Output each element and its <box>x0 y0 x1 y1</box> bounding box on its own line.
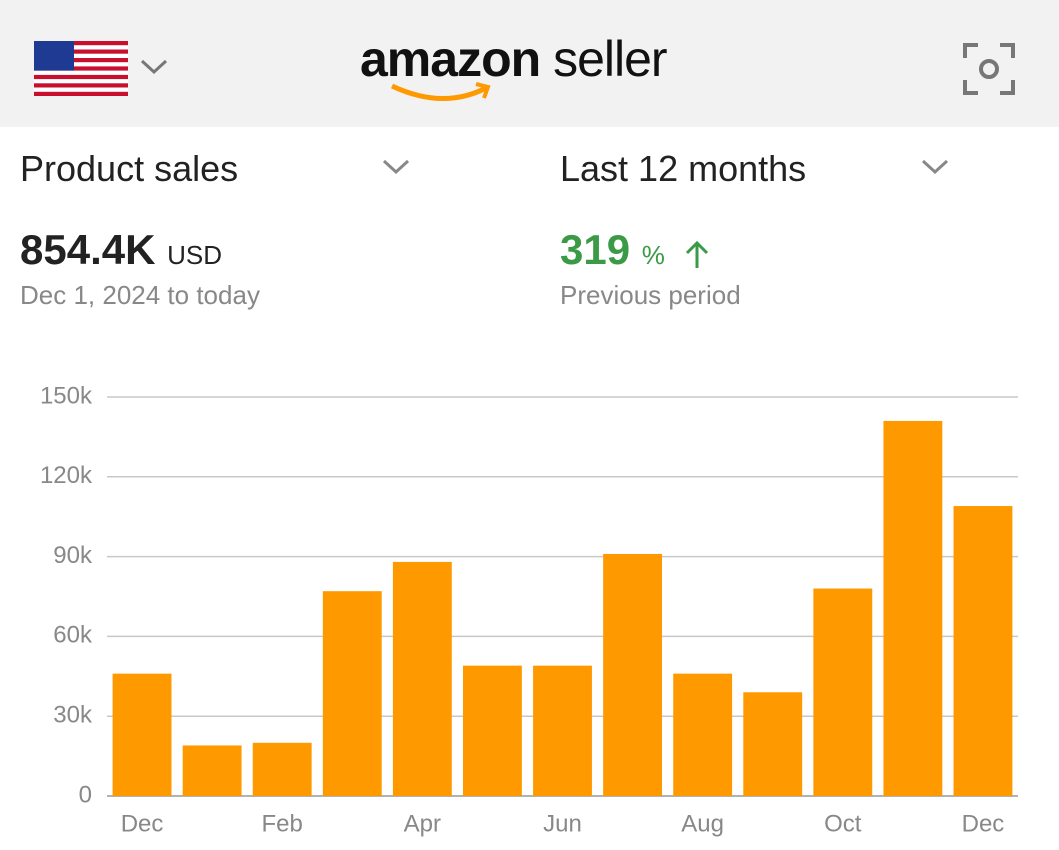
bar <box>322 591 382 796</box>
change-arrow <box>685 240 709 268</box>
logo: amazon seller <box>360 30 668 88</box>
currency: USD <box>167 240 223 270</box>
x-tick-label: Oct <box>824 810 862 837</box>
x-tick-label: Dec <box>121 810 164 837</box>
bar <box>813 588 873 796</box>
bar <box>182 745 242 796</box>
period-selector[interactable]: Last 12 months <box>560 148 807 189</box>
bar <box>533 665 592 796</box>
y-tick-label: 120k <box>40 462 93 489</box>
country-flag[interactable] <box>34 41 128 96</box>
bar <box>953 506 1013 796</box>
change: 319 % <box>560 226 665 274</box>
y-tick-label: 90k <box>53 542 93 569</box>
chart: 0 30k 60k 90k 120k 150k Dec Feb Apr Jun Aug Oct Dec <box>40 382 1018 837</box>
x-tick-label: Jun <box>543 810 582 837</box>
top-bar: amazon seller <box>0 0 1059 127</box>
x-tick-label: Aug <box>681 810 724 837</box>
logo-product: seller <box>553 31 667 87</box>
x-tick-label: Feb <box>262 810 303 837</box>
bar <box>392 561 452 796</box>
logo-smile <box>390 82 491 101</box>
country-chevron[interactable] <box>140 58 168 76</box>
y-tick-label: 0 <box>79 781 92 808</box>
y-tick-label: 30k <box>53 702 93 729</box>
metric-selector[interactable]: Product sales <box>20 148 239 189</box>
bar <box>462 665 522 796</box>
bar <box>673 673 733 796</box>
change-label: Previous period <box>560 280 741 310</box>
period-chevron[interactable] <box>921 158 949 176</box>
y-tick-label: 150k <box>40 382 93 409</box>
total-value: 854.4K <box>20 226 156 273</box>
metric-chevron[interactable] <box>382 158 410 176</box>
y-tick-label: 60k <box>53 622 93 649</box>
x-tick-label: Apr <box>404 810 441 837</box>
x-tick-label: Dec <box>962 810 1005 837</box>
total-sales: 854.4K USD <box>20 226 222 274</box>
date-range: Dec 1, 2024 to today <box>20 280 260 310</box>
bar <box>112 673 172 796</box>
bar <box>743 692 803 796</box>
bar <box>603 553 663 796</box>
change-value: 319 <box>560 226 631 273</box>
scan-button[interactable] <box>962 42 1016 96</box>
logo-brand: amazon <box>360 31 541 87</box>
change-unit: % <box>641 240 665 270</box>
bar <box>252 742 312 796</box>
bar <box>883 420 943 796</box>
